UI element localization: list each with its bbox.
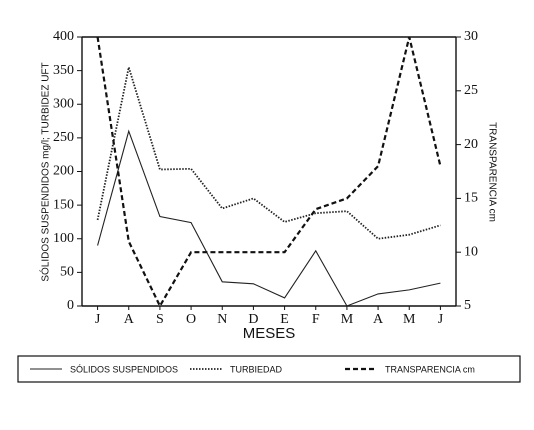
- y-tick-label: 0: [67, 298, 74, 313]
- x-tick-label: O: [186, 312, 196, 327]
- x-tick-label: D: [248, 312, 258, 327]
- series-line: [96, 67, 441, 240]
- x-tick-label: J: [95, 312, 101, 327]
- y-tick-label: 200: [53, 164, 74, 179]
- y-tick-label: 300: [53, 96, 74, 111]
- y-tick-label: 150: [53, 197, 74, 212]
- legend-box: [17, 355, 521, 383]
- x-axis-label: MESES: [243, 325, 296, 342]
- y2-tick-label: 15: [464, 191, 478, 206]
- y-tick-label: 100: [53, 231, 74, 246]
- y-tick-label: 350: [53, 63, 74, 78]
- y-tick-label: 400: [53, 29, 74, 44]
- x-tick-label: M: [403, 312, 416, 327]
- y2-tick-label: 25: [464, 83, 478, 98]
- y-tick-label: 250: [53, 130, 74, 145]
- legend-label: SÓLIDOS SUSPENDIDOS: [70, 364, 178, 374]
- legend-label: TRANSPARENCIA cm: [385, 364, 475, 374]
- x-tick-label: A: [124, 312, 135, 327]
- x-tick-label: S: [156, 312, 164, 327]
- legend-label: TURBIEDAD: [230, 364, 283, 374]
- series-line: [97, 129, 441, 307]
- y2-tick-label: 20: [464, 137, 478, 152]
- y2-axis-label: TRANSPARENCIA cm: [486, 122, 497, 222]
- x-tick-label: F: [312, 312, 320, 327]
- y-tick-label: 50: [60, 265, 74, 280]
- x-tick-label: J: [438, 312, 444, 327]
- x-tick-label: E: [280, 312, 289, 327]
- y2-tick-label: 5: [464, 298, 471, 313]
- x-tick-label: A: [373, 312, 384, 327]
- x-tick-label: M: [341, 312, 354, 327]
- y-axis-label: SÓLIDOS SUSPENDIDOS mg/l; TURBIDEZ UFT: [39, 62, 52, 281]
- y2-tick-label: 30: [464, 29, 478, 44]
- series-line: [96, 36, 442, 309]
- y2-tick-label: 10: [464, 244, 478, 259]
- x-tick-label: N: [217, 312, 227, 327]
